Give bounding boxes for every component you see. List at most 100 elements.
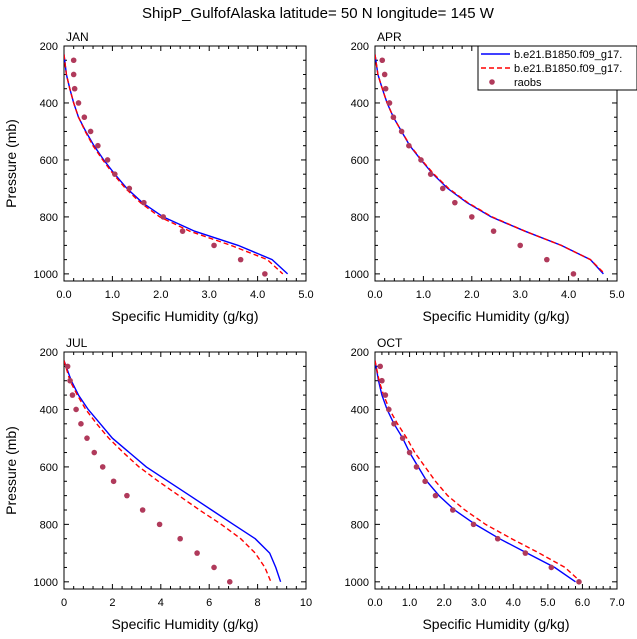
legend-marker: [489, 79, 495, 85]
y-tick-label: 800: [40, 212, 58, 224]
plot-data: [375, 360, 582, 585]
raobs-marker: [386, 406, 392, 413]
x-tick-label: 10: [300, 597, 312, 609]
raobs-marker: [112, 171, 118, 177]
raobs-marker: [78, 421, 84, 427]
x-axis-label: Specific Humidity (g/kg): [422, 308, 569, 324]
raobs-marker: [139, 507, 146, 513]
x-tick-label: 1.0: [402, 597, 417, 609]
panel-title: OCT: [377, 336, 403, 350]
raobs-marker: [386, 100, 393, 106]
model-series-dashed: [64, 54, 284, 275]
plot-frame: [63, 351, 307, 590]
raobs-marker: [177, 535, 183, 542]
x-tick-label: 1.0: [105, 289, 120, 301]
y-tick-label: 200: [351, 41, 369, 53]
x-tick-label: 6: [206, 597, 212, 609]
y-tick-label: 600: [40, 155, 58, 167]
raobs-marker: [262, 271, 268, 277]
raobs-marker: [382, 392, 389, 398]
raobs-marker: [69, 392, 76, 398]
y-axis-label: Pressure (mb): [3, 119, 19, 208]
y-tick-label: 400: [40, 404, 58, 416]
raobs-marker: [110, 478, 117, 485]
y-tick-label: 400: [351, 404, 369, 416]
raobs-marker: [81, 114, 88, 121]
x-axis-label: Specific Humidity (g/kg): [111, 308, 258, 324]
main-title: ShipP_GulfofAlaska latitude= 50 N longit…: [142, 5, 495, 22]
y-tick-label: 200: [351, 347, 369, 359]
x-tick-label: 6.0: [575, 597, 590, 609]
raobs-marker: [432, 492, 439, 499]
raobs-marker: [449, 507, 456, 513]
plot-data: [64, 360, 282, 585]
plot-frame: [63, 45, 307, 282]
raobs-marker: [398, 128, 405, 135]
y-tick-label: 200: [40, 41, 58, 53]
panels: 0.0 1.0 2.0 3.0 4.0 5.0 200 400 600 800 1000 JAN Spe…: [3, 30, 637, 632]
model-series-dashed: [375, 54, 606, 275]
model-series-dashed: [375, 360, 582, 583]
x-tick-label: 3.0: [471, 597, 486, 609]
raobs-marker: [73, 406, 79, 413]
raobs-marker: [470, 521, 477, 528]
raobs-marker: [99, 464, 106, 470]
x-tick-label: 2.0: [153, 289, 168, 301]
raobs-marker: [390, 114, 397, 121]
x-tick-label: 5.0: [298, 289, 313, 301]
x-axis-label: Specific Humidity (g/kg): [422, 616, 569, 632]
x-tick-label: 0.0: [367, 597, 382, 609]
raobs-marker: [427, 171, 434, 177]
y-tick-label: 800: [351, 212, 369, 224]
raobs-marker: [211, 242, 217, 249]
raobs-marker: [124, 492, 130, 499]
y-tick-label: 1000: [34, 577, 58, 589]
raobs-marker: [126, 185, 133, 192]
model-series-solid: [64, 360, 282, 583]
raobs-marker: [379, 57, 386, 64]
x-tick-label: 3.0: [513, 289, 528, 301]
y-tick-label: 600: [351, 155, 369, 167]
raobs-marker: [406, 449, 413, 456]
legend-label: b.e21.B1850.f09_g17.: [514, 63, 622, 75]
raobs-marker: [71, 85, 78, 92]
raobs-marker: [67, 377, 73, 384]
x-tick-label: 1.0: [416, 289, 431, 301]
x-tick-label: 4.0: [250, 289, 265, 301]
y-tick-label: 800: [40, 519, 58, 531]
x-tick-label: 2.0: [464, 289, 479, 301]
raobs-marker: [452, 199, 458, 206]
raobs-marker: [382, 85, 389, 92]
raobs-marker: [570, 271, 577, 277]
panel-title: JUL: [66, 336, 88, 350]
raobs-marker: [494, 535, 501, 542]
model-series-dashed: [64, 360, 272, 583]
y-axis-label: Pressure (mb): [3, 426, 19, 515]
y-tick-label: 600: [40, 462, 58, 474]
raobs-marker: [548, 564, 555, 571]
raobs-marker: [87, 128, 94, 135]
x-tick-label: 4.0: [561, 289, 576, 301]
x-tick-label: 0.0: [56, 289, 71, 301]
y-tick-label: 400: [40, 98, 58, 110]
raobs-marker: [70, 71, 77, 78]
raobs-marker: [84, 435, 90, 441]
raobs-marker: [156, 521, 163, 528]
raobs-marker: [544, 256, 550, 263]
panel-title: JAN: [66, 30, 89, 44]
panel-jul: 0 2 4 6 8 10 200 400 600 800 1000 JUL Specific Humid…: [3, 336, 312, 632]
raobs-marker: [70, 57, 77, 64]
raobs-marker: [237, 256, 244, 263]
raobs-marker: [406, 142, 412, 149]
plot-data: [64, 54, 289, 277]
raobs-marker: [179, 228, 186, 234]
x-axis-label: Specific Humidity (g/kg): [111, 616, 258, 632]
raobs-marker: [413, 464, 420, 470]
raobs-marker: [522, 550, 529, 556]
x-tick-label: 5.0: [540, 597, 555, 609]
raobs-marker: [422, 478, 428, 485]
raobs-marker: [91, 449, 98, 456]
x-tick-label: 5.0: [609, 289, 624, 301]
y-tick-label: 1000: [345, 269, 369, 281]
